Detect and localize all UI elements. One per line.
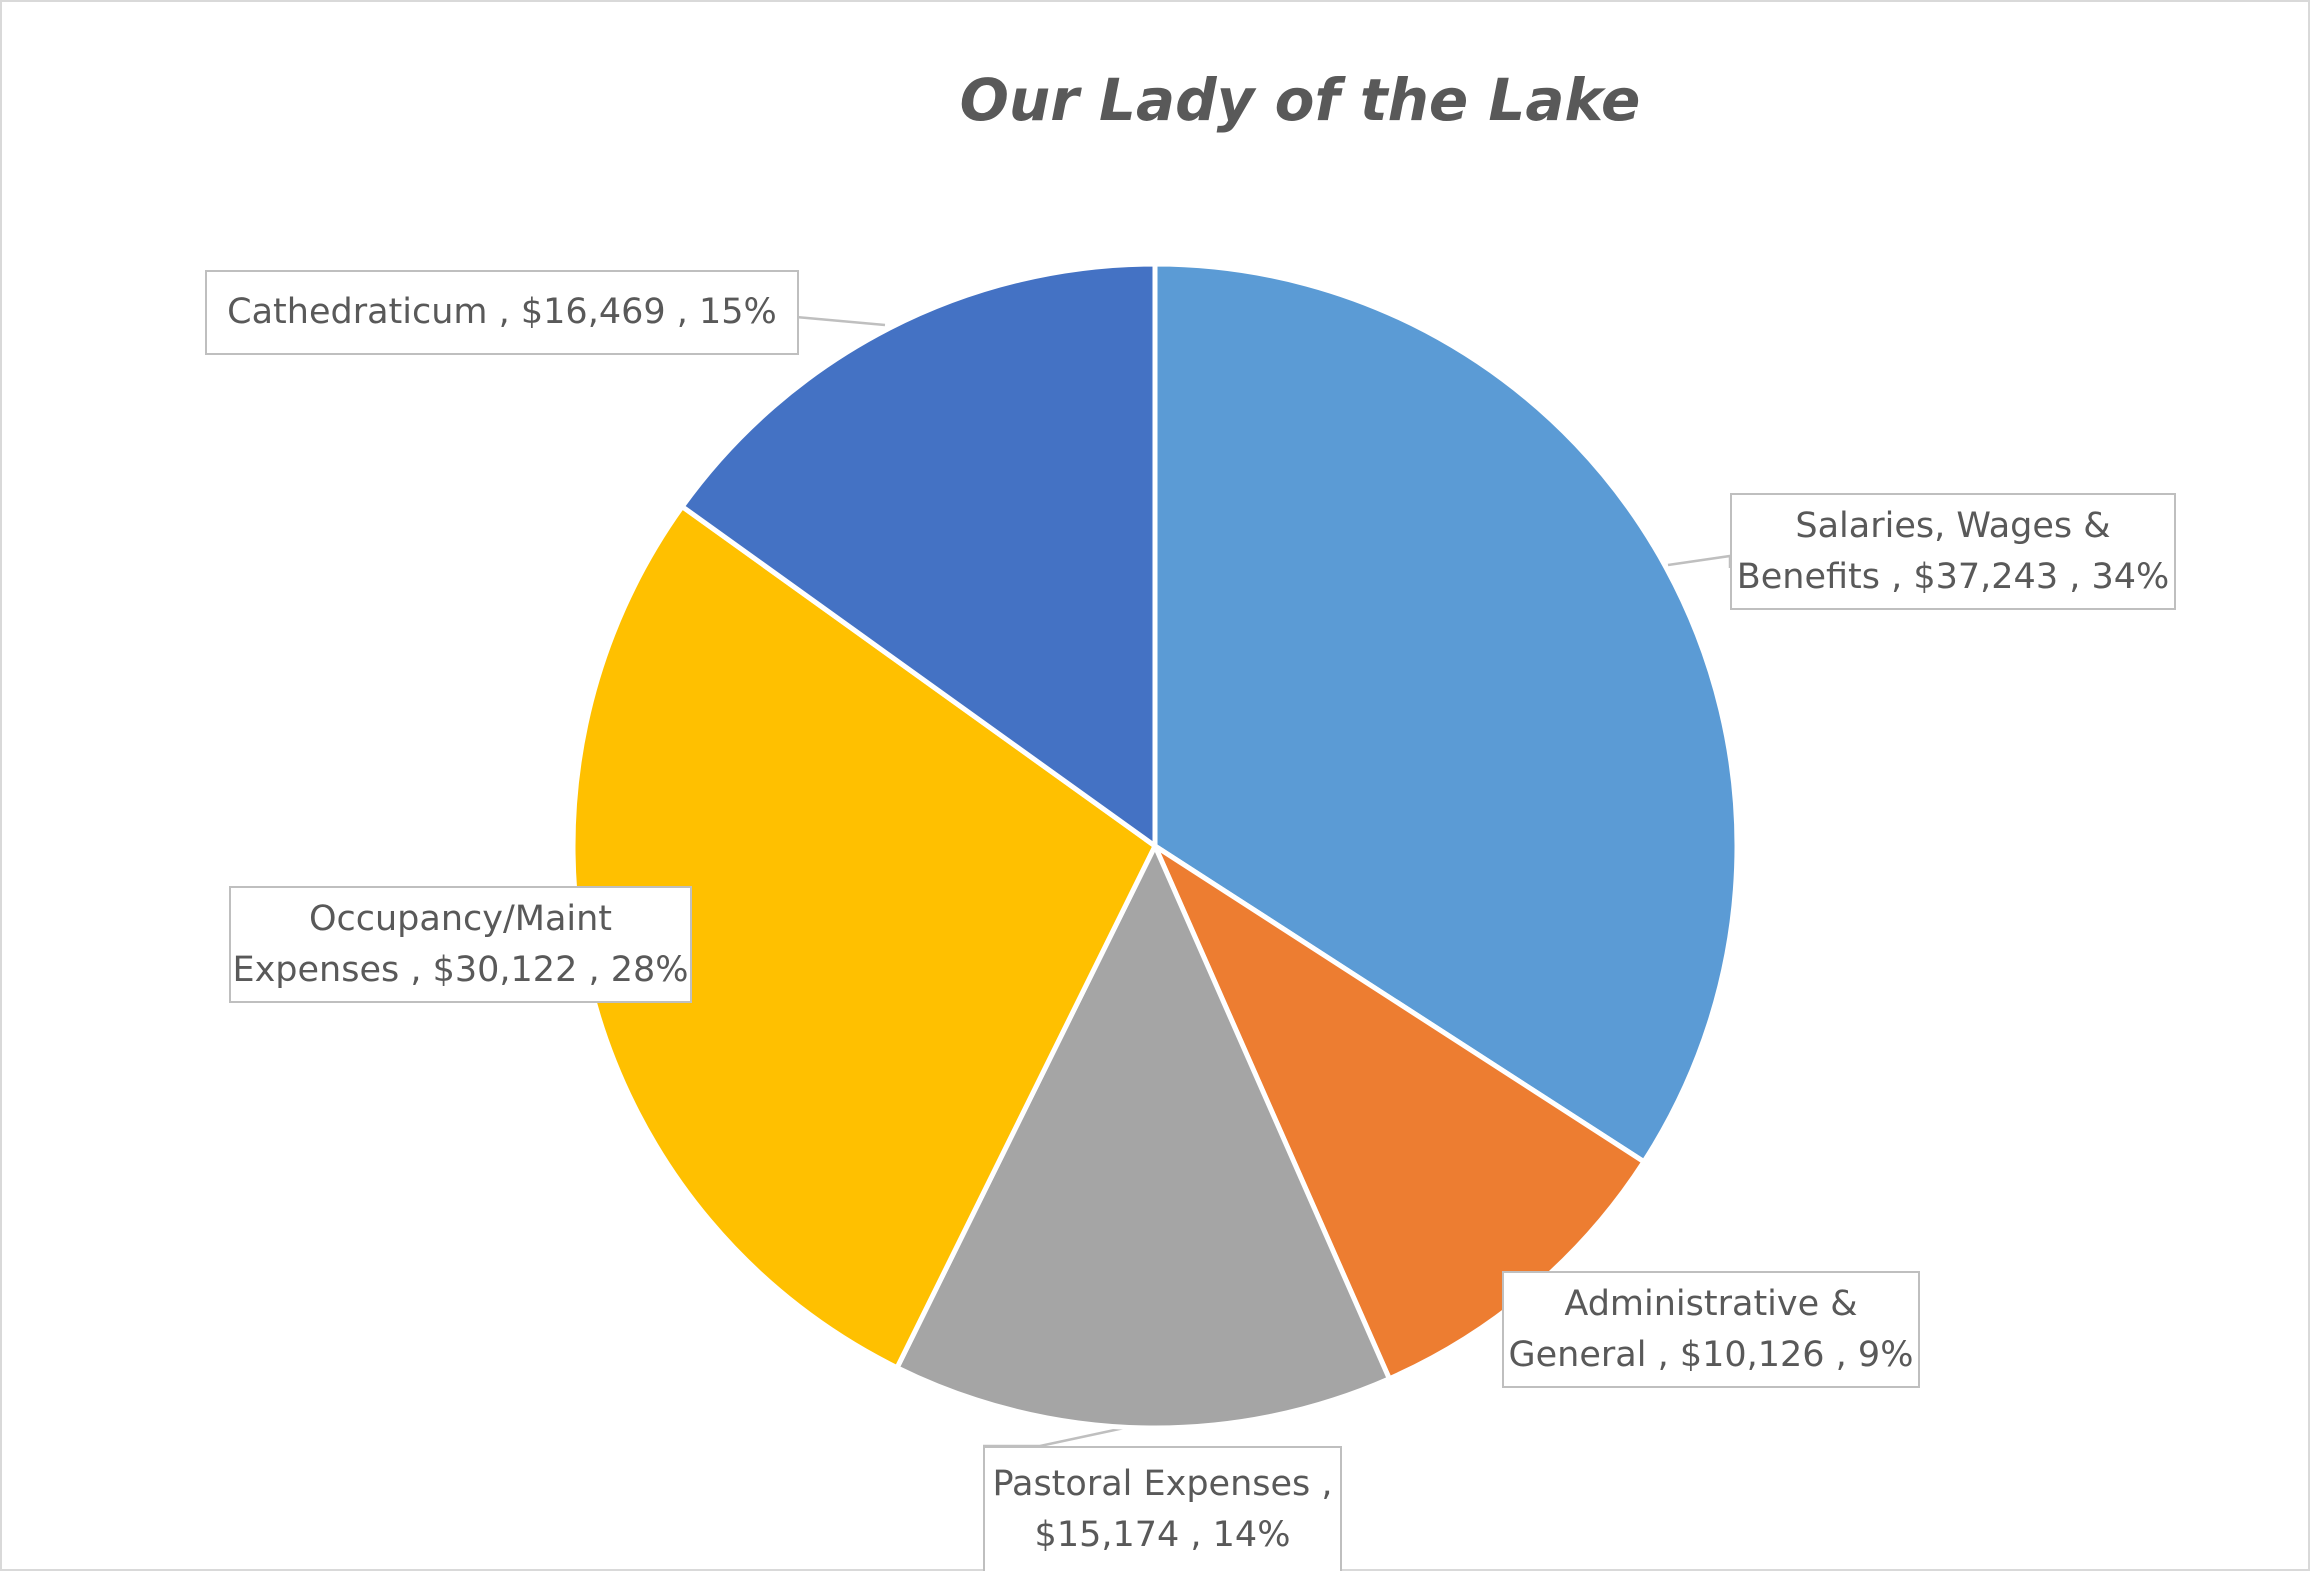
chart-title: Our Lady of the Lake [959,66,1641,134]
data-label-administrative: Administrative & General , $10,126 , 9% [1502,1271,1920,1388]
pie-slices [570,261,1740,1431]
leader-line-salaries [1667,554,1732,568]
data-label-occupancy: Occupancy/Maint Expenses , $30,122 , 28% [229,886,692,1003]
data-label-pastoral: Pastoral Expenses , $15,174 , 14% [983,1446,1342,1571]
pie-slice-cathedraticum [679,261,1158,849]
data-label-salaries: Salaries, Wages & Benefits , $37,243 , 34… [1730,493,2176,610]
leader-line-cathedraticum [794,315,886,337]
pie-slice-pastoral-expenses [894,843,1392,1431]
data-label-cathedraticum: Cathedraticum , $16,469 , 15% [205,270,799,355]
